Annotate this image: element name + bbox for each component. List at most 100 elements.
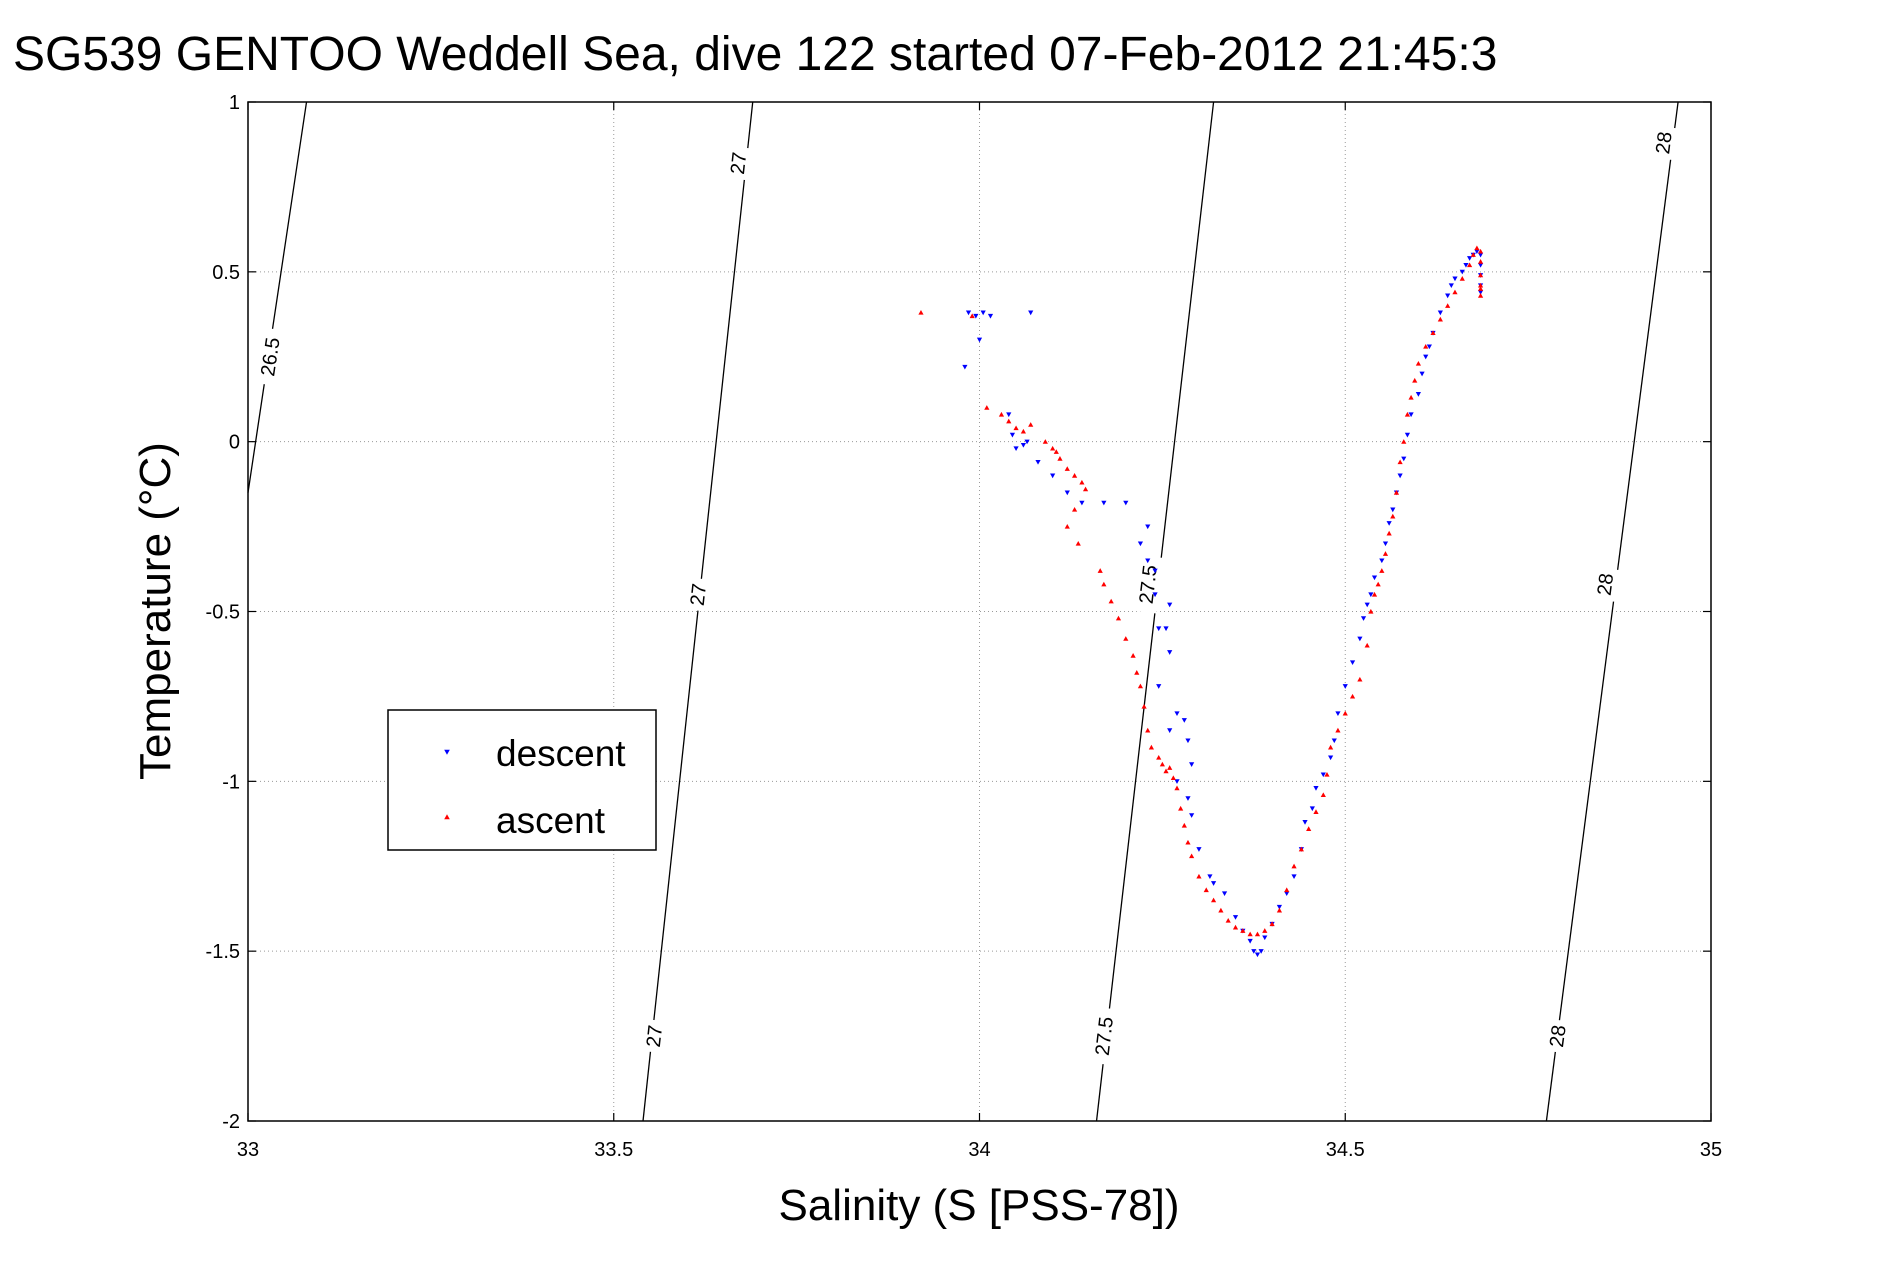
ascent-point bbox=[1232, 924, 1239, 930]
descent-point bbox=[1386, 521, 1392, 526]
descent-point bbox=[1145, 524, 1151, 530]
ascent-point bbox=[1013, 425, 1019, 431]
descent-point bbox=[1320, 772, 1326, 778]
descent-point bbox=[1050, 473, 1056, 479]
descent-point bbox=[1079, 500, 1085, 506]
legend-marker-shape bbox=[444, 814, 450, 820]
ascent-point bbox=[1375, 581, 1381, 587]
ascent-point bbox=[1210, 897, 1217, 903]
ascent-point bbox=[1020, 428, 1026, 434]
ascent-point bbox=[1050, 445, 1056, 451]
descent-point bbox=[1210, 881, 1217, 886]
data-series bbox=[918, 245, 1484, 958]
descent-point bbox=[1145, 558, 1151, 564]
descent-point bbox=[976, 337, 983, 343]
descent-point bbox=[1035, 459, 1041, 465]
isopycnal-label-bg bbox=[1088, 1006, 1119, 1066]
descent-point bbox=[1185, 796, 1191, 801]
ascent-point bbox=[1320, 792, 1326, 797]
ascent-point bbox=[1306, 826, 1312, 831]
isopycnal-label: 28 bbox=[1546, 1024, 1571, 1049]
descent-point bbox=[1309, 806, 1315, 812]
ascent-point bbox=[1335, 727, 1341, 733]
descent-point bbox=[1013, 446, 1019, 452]
legend-label-descent: descent bbox=[496, 733, 626, 774]
descent-point bbox=[1024, 439, 1030, 445]
ascent-point bbox=[1269, 921, 1275, 927]
isopycnal-label: 27.5 bbox=[1092, 1016, 1118, 1057]
descent-point bbox=[1477, 252, 1484, 258]
descent-point bbox=[1174, 711, 1180, 716]
legend-label-ascent: ascent bbox=[496, 800, 606, 841]
ascent-point bbox=[1141, 704, 1147, 709]
descent-point bbox=[965, 310, 972, 316]
ascent-point bbox=[1163, 768, 1169, 774]
ascent-point bbox=[1477, 293, 1484, 298]
legend-marker-ascent bbox=[444, 814, 450, 820]
y-tick-label: 0.5 bbox=[212, 262, 240, 284]
descent-point bbox=[1207, 874, 1213, 880]
x-axis-label: Salinity (S [PSS-78]) bbox=[778, 1181, 1179, 1230]
descent-point bbox=[1426, 344, 1432, 350]
ascent-point bbox=[1379, 568, 1385, 573]
ascent-point bbox=[1262, 928, 1268, 933]
ascent-point bbox=[1397, 459, 1403, 465]
legend: descent ascent bbox=[387, 709, 657, 851]
ascent-point bbox=[1196, 873, 1202, 879]
ascent-point bbox=[1467, 262, 1473, 268]
isopycnal-label: 27 bbox=[727, 151, 751, 175]
descent-point bbox=[1302, 820, 1308, 825]
ascent-point bbox=[1470, 252, 1476, 257]
descent-point bbox=[1020, 442, 1026, 448]
ascent-point bbox=[998, 411, 1005, 417]
ascent-point bbox=[1284, 887, 1290, 893]
descent-point bbox=[1152, 568, 1158, 574]
descent-point bbox=[1349, 660, 1356, 666]
descent-point bbox=[1137, 541, 1144, 547]
x-tick-label: 33 bbox=[237, 1139, 259, 1161]
descent-point bbox=[962, 364, 968, 370]
descent-point bbox=[1437, 310, 1443, 316]
ascent-point bbox=[1006, 418, 1012, 424]
ascent-point bbox=[1057, 456, 1063, 461]
descent-point bbox=[1459, 269, 1465, 275]
descent-point bbox=[1379, 558, 1385, 564]
descent-point bbox=[1163, 626, 1169, 632]
ascent-point bbox=[1079, 479, 1085, 485]
descent-point bbox=[1360, 616, 1367, 621]
ascent-point bbox=[1408, 394, 1414, 400]
descent-point bbox=[987, 313, 994, 319]
ascent-point bbox=[918, 309, 924, 315]
ascent-point bbox=[1477, 272, 1484, 278]
descent-point bbox=[1364, 602, 1370, 608]
ascent-point bbox=[1364, 642, 1370, 648]
ascent-point bbox=[1181, 822, 1187, 828]
isopycnal-label: 28 bbox=[1594, 572, 1619, 597]
descent-point bbox=[1404, 432, 1411, 438]
ascent-point bbox=[1477, 248, 1484, 254]
descent-point bbox=[1258, 949, 1264, 954]
axis-ticks: 33 33.5 34 34.5 35 -2 -1.5 -1 -0.5 0 0.5 1 bbox=[206, 92, 1723, 1161]
isopycnal-label-group: 28 bbox=[1543, 1018, 1572, 1054]
ascent-point bbox=[1130, 653, 1136, 658]
ascent-point bbox=[1474, 245, 1480, 251]
isopycnal-label-group: 27 bbox=[684, 577, 712, 612]
ascent-point bbox=[1401, 439, 1407, 444]
descent-point bbox=[1448, 283, 1454, 289]
ascent-point bbox=[1276, 907, 1283, 913]
descent-point bbox=[1467, 256, 1473, 261]
descent-point bbox=[1181, 718, 1187, 723]
ascent-point bbox=[1097, 568, 1103, 573]
descent-point bbox=[1408, 412, 1414, 418]
ascent-point bbox=[1064, 523, 1070, 529]
ascent-point bbox=[1189, 853, 1195, 859]
isopycnal-label-group: 28 bbox=[1590, 566, 1619, 602]
descent-point bbox=[1390, 507, 1396, 513]
descent-point bbox=[1156, 626, 1162, 632]
ascent-point bbox=[1174, 785, 1180, 791]
ascent-point bbox=[1071, 473, 1078, 478]
isopycnal-label: 27 bbox=[643, 1024, 667, 1048]
isopycnal-label-group: 27 bbox=[724, 145, 752, 181]
ascent-point bbox=[1445, 303, 1451, 308]
